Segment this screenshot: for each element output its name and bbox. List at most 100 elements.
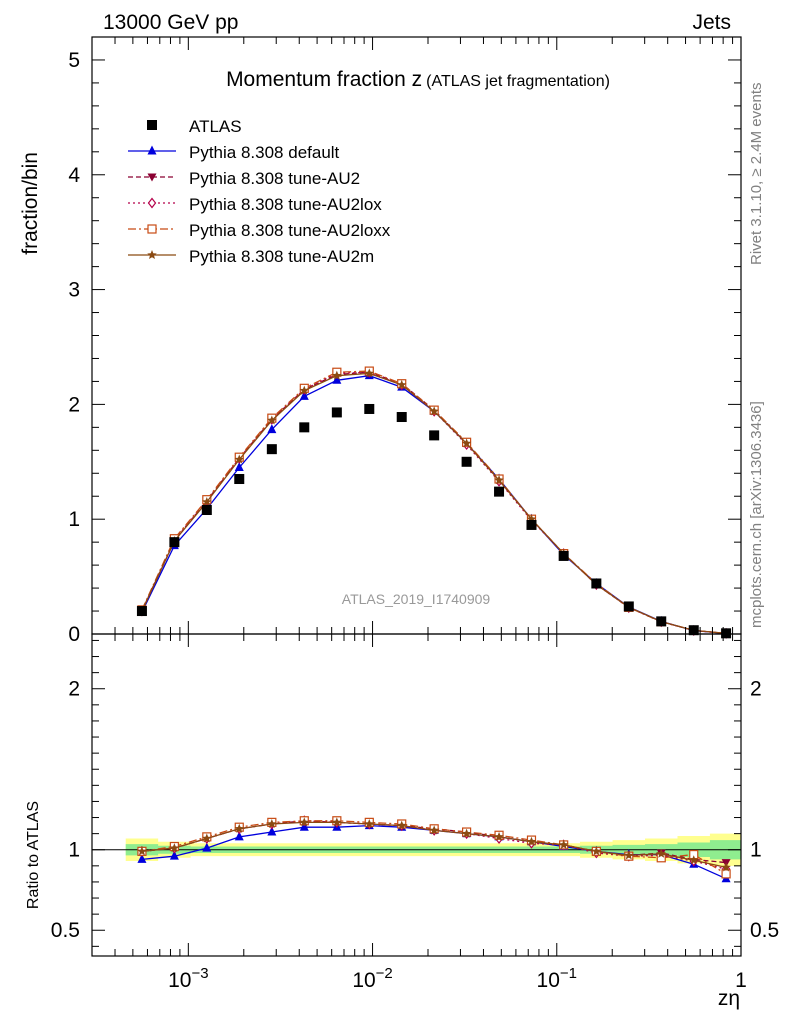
ratio-band-area	[92, 833, 742, 866]
ratio-y-tick-label-right: 2	[750, 678, 762, 701]
ratio-point-au2m	[624, 850, 634, 860]
main-point-au2m	[494, 475, 504, 485]
legend-label: Pythia 8.308 tune-AU2loxx	[189, 221, 391, 240]
ratio-y-tick-label-right: 0.5	[750, 919, 779, 942]
ratio-series-area	[137, 815, 731, 883]
legend-marker	[147, 173, 157, 182]
legend-marker	[147, 120, 157, 130]
legend-item-au2: Pythia 8.308 tune-AU2	[128, 169, 360, 188]
main-point-au2m	[364, 368, 375, 378]
ratio-point-au2m	[299, 817, 310, 827]
ratio-point-au2m	[332, 817, 342, 827]
ratio-point-au2m	[656, 848, 666, 858]
ratio-point-au2m	[721, 862, 731, 872]
ratio-point-au2m	[137, 846, 147, 856]
main-point-au2m	[396, 379, 407, 389]
x-tick-label: 1	[735, 969, 747, 992]
main-point-au2m	[267, 415, 277, 425]
data-point	[266, 444, 277, 455]
legend-item-default: Pythia 8.308 default	[128, 143, 340, 162]
legend-item-au2lox: Pythia 8.308 tune-AU2lox	[128, 195, 382, 214]
axes: 0 1 2 3 4 5 0.5 0.5 1 1 2 2 10−3 10−2 10−1 1	[51, 36, 779, 992]
title-suffix: (ATLAS jet fragmentation)	[426, 73, 610, 90]
data-point	[461, 456, 472, 467]
ratio-point-au2m	[526, 836, 537, 846]
data-point	[396, 412, 407, 423]
ratio-point-default	[169, 850, 179, 860]
ratio-point-au2m	[202, 833, 212, 843]
ratio-y-tick-label: 2	[68, 678, 80, 701]
main-point-default	[332, 374, 342, 384]
legend-marker	[147, 145, 157, 155]
legend-marker	[147, 197, 157, 209]
legend-label: ATLAS	[189, 117, 242, 136]
y-tick-label: 0	[68, 623, 80, 646]
main-series-data	[136, 403, 732, 639]
legend-item-au2loxx: Pythia 8.308 tune-AU2loxx	[128, 221, 391, 240]
y-tick-label: 1	[68, 508, 80, 531]
y-tick-label: 5	[68, 49, 80, 72]
data-point	[591, 578, 602, 589]
data-point	[721, 628, 732, 639]
data-point	[656, 616, 667, 627]
ratio-point-au2m	[396, 820, 407, 830]
data-point	[364, 403, 375, 414]
ratio-point-au2m	[494, 831, 504, 841]
y-axis-label: fraction/bin	[19, 152, 42, 255]
x-axis-label: zη	[718, 987, 740, 1010]
y-tick-label: 4	[68, 164, 80, 187]
ratio-point-au2loxx	[721, 869, 731, 879]
x-tick-label: 10−1	[537, 965, 577, 992]
ratio-point-default	[234, 831, 244, 841]
rivet-label: Rivet 3.1.10, ≥ 2.4M events	[748, 83, 765, 266]
ratio-y-tick-label-right: 1	[750, 839, 762, 862]
legend-item-au2m: Pythia 8.308 tune-AU2m	[128, 247, 374, 266]
ratio-point-default	[137, 853, 147, 863]
data-point	[494, 486, 505, 497]
legend-marker	[147, 250, 157, 260]
main-point-default	[267, 424, 277, 434]
data-point	[136, 606, 147, 617]
main-point-au2m	[299, 385, 310, 395]
legend-label: Pythia 8.308 tune-AU2m	[189, 247, 374, 266]
ratio-point-au2m	[364, 818, 375, 829]
main-point-au2m	[332, 370, 342, 380]
ratio-point-au2m	[461, 828, 472, 838]
main-point-default	[299, 390, 309, 400]
ratio-y-tick-label: 0.5	[51, 919, 80, 942]
chart-title: Momentum fraction z (ATLAS jet fragmentat…	[226, 68, 610, 91]
energy-label: 13000 GeV pp	[103, 11, 238, 34]
ratio-series-au2m	[137, 817, 731, 872]
data-point	[201, 505, 212, 516]
ratio-point-au2m	[429, 825, 439, 835]
main-point-au2m	[234, 454, 245, 464]
legend-item-data: ATLAS	[147, 117, 242, 136]
main-point-au2m	[526, 514, 537, 524]
ratio-point-au2m	[234, 823, 245, 833]
data-point	[688, 625, 699, 636]
ratio-point-default	[202, 842, 212, 852]
mcplots-label: mcplots.cern.ch [arXiv:1306.3436]	[748, 401, 765, 628]
y-tick-label: 2	[68, 393, 80, 416]
ratio-point-au2m	[591, 846, 602, 856]
legend-label: Pythia 8.308 tune-AU2lox	[189, 195, 382, 214]
ratio-y-tick-label: 1	[68, 839, 80, 862]
legend-label: Pythia 8.308 default	[189, 143, 340, 162]
x-tick-label: 10−3	[168, 965, 208, 992]
legend: ATLAS Pythia 8.308 default Pythia 8.308 tu…	[128, 117, 391, 266]
ratio-y-axis-label: Ratio to ATLAS	[25, 801, 42, 909]
ratio-point-au2m	[558, 839, 569, 849]
ratio-point-default	[267, 826, 277, 836]
title-main: Momentum fraction z	[226, 68, 422, 91]
ratio-frame	[91, 633, 742, 957]
main-point-default	[234, 462, 244, 472]
data-point	[558, 550, 569, 561]
category-label: Jets	[692, 11, 731, 34]
main-point-au2m	[461, 438, 472, 448]
data-point	[299, 422, 310, 433]
ratio-point-au2m	[169, 843, 180, 853]
legend-marker	[147, 224, 157, 234]
legend-label: Pythia 8.308 tune-AU2	[189, 169, 360, 188]
data-point	[429, 430, 440, 441]
ratio-point-au2m	[267, 818, 277, 829]
